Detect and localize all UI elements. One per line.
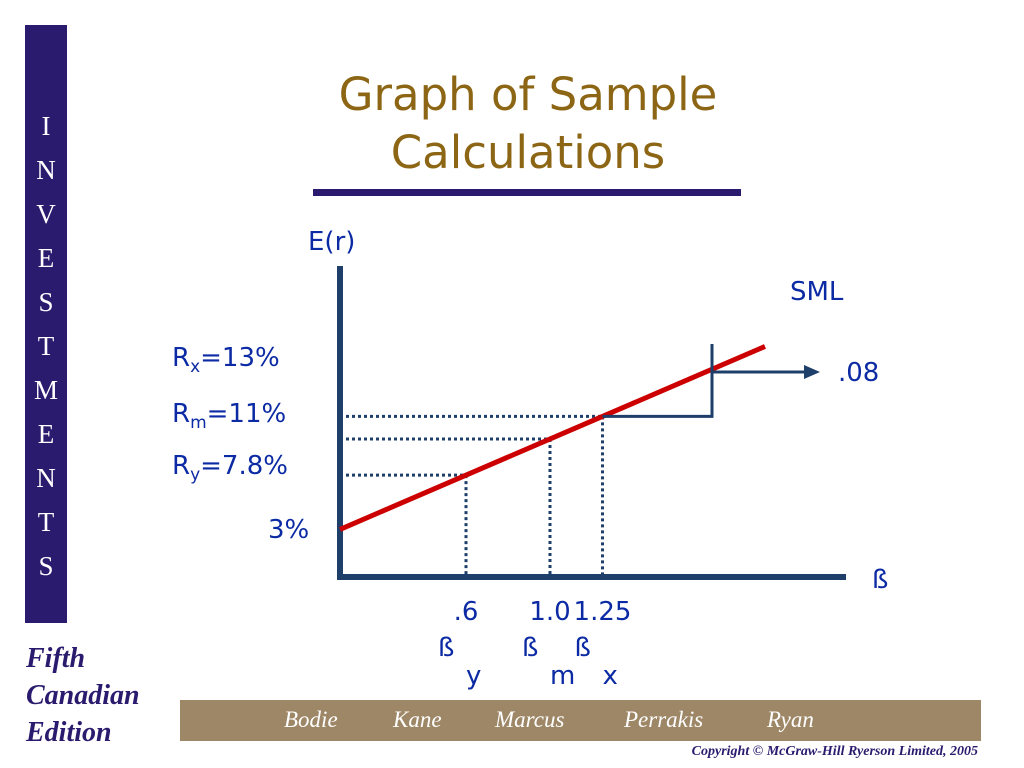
title-line: Graph of Sample — [338, 68, 718, 121]
title-underline — [313, 189, 741, 196]
copyright-notice: Copyright © McGraw-Hill Ryerson Limited,… — [691, 744, 978, 759]
edition-line: Edition — [26, 717, 112, 748]
beta-subscript: m — [550, 661, 575, 691]
x-axis-label: ß — [872, 565, 888, 595]
author-name: Ryan — [767, 707, 814, 732]
return-label: Rx=13% — [172, 343, 280, 377]
edition-line: Fifth — [26, 643, 86, 674]
sml-line — [339, 344, 766, 532]
sidebar-banner: I N V E S T M E N T S — [25, 25, 67, 623]
sidebar-letter: E — [37, 243, 55, 273]
beta-subscript: x — [603, 661, 618, 691]
sidebar-letter: N — [36, 155, 56, 185]
sml-label: SML — [790, 277, 844, 307]
title-line: Calculations — [390, 126, 666, 179]
sidebar-letter: T — [37, 331, 55, 361]
author-name: Perrakis — [624, 707, 704, 732]
beta-tick-label: 1.25 — [574, 597, 632, 627]
edition-label: Fifth Canadian Edition — [26, 640, 140, 751]
alpha-label: .08 — [838, 358, 879, 388]
author-name: Bodie — [284, 707, 338, 732]
return-label: Rm=11% — [172, 399, 286, 433]
beta-symbol: ß — [575, 633, 591, 663]
edition-line: Canadian — [26, 680, 140, 711]
beta-symbol: ß — [522, 633, 538, 663]
sidebar-letter: S — [38, 287, 54, 317]
beta-tick-label: 1.0 — [529, 597, 570, 627]
slide-title: Graph of Sample Calculations — [268, 66, 788, 182]
alpha-bracket — [602, 344, 714, 418]
sidebar-letter: V — [36, 199, 56, 229]
sidebar-letter: N — [36, 463, 56, 493]
beta-subscript: y — [466, 661, 481, 691]
y-axis-label: E(r) — [308, 227, 355, 257]
intercept-label: 3% — [268, 515, 309, 545]
beta-symbol: ß — [438, 633, 454, 663]
beta-tick-label: .6 — [454, 597, 479, 627]
alpha-arrow-head — [804, 365, 820, 379]
return-label: Ry=7.8% — [172, 451, 288, 485]
sidebar-letter: E — [37, 419, 55, 449]
footer-author-bar: Bodie Kane Marcus Perrakis Ryan — [180, 700, 981, 741]
author-name: Kane — [393, 707, 442, 732]
author-name: Marcus — [495, 707, 565, 732]
sidebar-letter: T — [37, 507, 55, 537]
sidebar-letter: I — [41, 111, 51, 141]
sidebar-letter: M — [33, 375, 58, 405]
sidebar-letter: S — [38, 551, 54, 581]
